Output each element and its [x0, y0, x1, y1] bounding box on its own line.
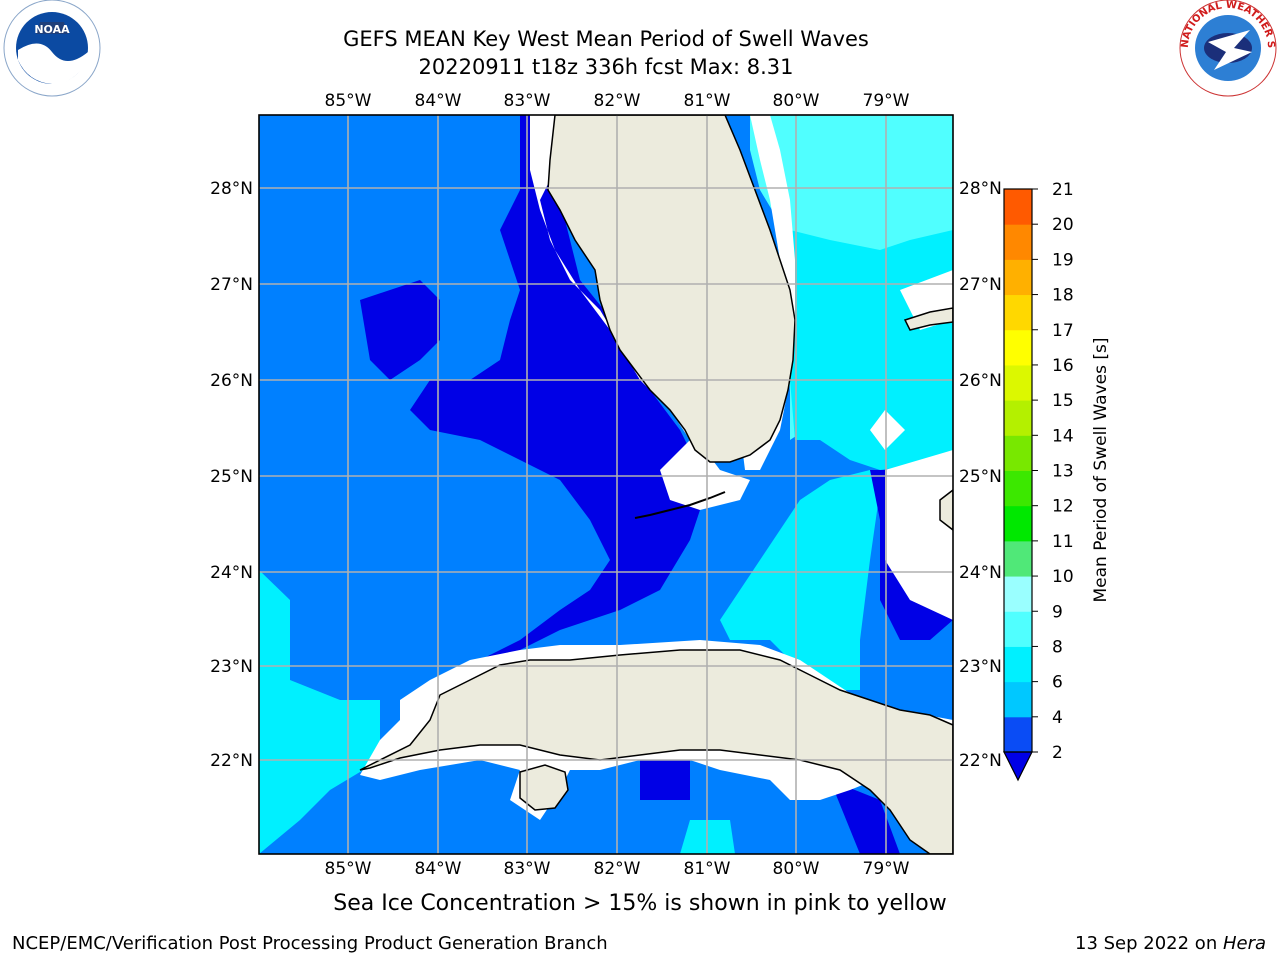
- land-andros: [939, 489, 953, 531]
- colorbar-bin: [1004, 329, 1032, 366]
- noaa-logo-text: NOAA: [34, 23, 70, 36]
- lat-label: 28°N: [959, 179, 1002, 199]
- map-gridlines: [259, 115, 953, 854]
- colorbar-bin: [1004, 540, 1032, 577]
- swell-period-field: [259, 115, 953, 854]
- colorbar-tick-label: 18: [1052, 286, 1074, 306]
- lat-label: 23°N: [959, 657, 1002, 677]
- colorbar-tick-label: 17: [1052, 321, 1074, 341]
- lon-label: 85°W: [325, 859, 372, 879]
- colorbar-tick-label: 2: [1052, 743, 1063, 763]
- field-region-2-4-dark-cuba-south: [640, 760, 690, 800]
- colorbar-bin: [1004, 400, 1032, 436]
- florida-keys: [634, 491, 726, 519]
- colorbar-bin: [1004, 646, 1032, 683]
- no-data-bahamas: [885, 450, 953, 620]
- colorbar-bin: [1004, 505, 1032, 542]
- lat-labels-right: 28°N 27°N 26°N 25°N 24°N 23°N 22°N: [959, 179, 1002, 771]
- land-cuba: [359, 649, 953, 854]
- noaa-logo: NOAA: [3, 0, 101, 97]
- sea-ice-note: Sea Ice Concentration > 15% is shown in …: [333, 891, 947, 916]
- colorbar-bin: [1004, 716, 1032, 753]
- colorbar-label: Mean Period of Swell Waves [s]: [1091, 338, 1111, 603]
- field-region-2-4-dark-gulf: [410, 115, 740, 660]
- chart-subtitle: 20220911 t18z 336h fcst Max: 8.31: [418, 55, 794, 79]
- colorbar-tick-label: 10: [1052, 567, 1074, 587]
- lon-label: 82°W: [594, 91, 641, 111]
- lat-label: 22°N: [210, 751, 253, 771]
- footer-producer: NCEP/EMC/Verification Post Processing Pr…: [12, 933, 608, 954]
- lon-label: 83°W: [504, 859, 551, 879]
- colorbar-bin: [1004, 576, 1032, 612]
- lon-label: 81°W: [684, 91, 731, 111]
- colorbar-tick-label: 14: [1052, 426, 1074, 446]
- colorbar-bin: [1004, 435, 1032, 471]
- field-region-4-6-straits: [720, 470, 880, 690]
- colorbar-tick-label: 19: [1052, 250, 1074, 270]
- lat-label: 22°N: [959, 751, 1002, 771]
- lon-label: 83°W: [504, 91, 551, 111]
- lat-label: 24°N: [210, 563, 253, 583]
- lat-label: 25°N: [959, 467, 1002, 487]
- land-florida: [547, 115, 796, 463]
- footer-host: Hera: [1222, 933, 1266, 954]
- lat-label: 26°N: [210, 371, 253, 391]
- colorbar-tick-label: 16: [1052, 356, 1074, 376]
- lat-label: 28°N: [210, 179, 253, 199]
- footer-date-text: 13 Sep 2022 on: [1075, 933, 1223, 954]
- lon-label: 79°W: [863, 91, 910, 111]
- lon-label: 81°W: [684, 859, 731, 879]
- colorbar-tick-label: 11: [1052, 532, 1074, 552]
- colorbar-bin: [1004, 470, 1032, 507]
- colorbar-bin: [1004, 259, 1032, 296]
- field-region-4-6-southwest: [259, 570, 380, 854]
- lon-label: 82°W: [594, 859, 641, 879]
- lon-label: 80°W: [773, 91, 820, 111]
- colorbar-tick-label: 6: [1052, 673, 1063, 693]
- colorbar-bin: [1004, 611, 1032, 647]
- lon-label: 84°W: [415, 91, 462, 111]
- footer-date: 13 Sep 2022 on Hera: [1075, 933, 1266, 954]
- lat-label: 27°N: [210, 275, 253, 295]
- colorbar-bin: [1004, 224, 1032, 260]
- land-isla-juventud: [519, 764, 569, 811]
- lat-label: 24°N: [959, 563, 1002, 583]
- lon-labels-bottom: 85°W 84°W 83°W 82°W 81°W 80°W 79°W: [325, 859, 910, 879]
- lon-label: 84°W: [415, 859, 462, 879]
- field-region-2-4-dark-west: [360, 280, 440, 380]
- land-bahamas-north: [903, 307, 953, 331]
- lon-labels-top: 85°W 84°W 83°W 82°W 81°W 80°W 79°W: [325, 91, 910, 111]
- colorbar-tick-label: 9: [1052, 602, 1063, 622]
- colorbar-tick-label: 15: [1052, 391, 1074, 411]
- lon-label: 80°W: [773, 859, 820, 879]
- colorbar-tick-label: 13: [1052, 462, 1074, 482]
- lon-label: 79°W: [863, 859, 910, 879]
- colorbar-tick-label: 21: [1052, 180, 1074, 200]
- colorbar: 2 4 6 8 9 10 11 12 13 14 15 16 17 18 19 20 21: [1003, 180, 1074, 782]
- colorbar-tick-label: 4: [1052, 708, 1063, 728]
- lat-label: 27°N: [959, 275, 1002, 295]
- nws-logo: NATIONAL WEATHER SERVICE: [0, 0, 1277, 97]
- lat-label: 25°N: [210, 467, 253, 487]
- colorbar-tick-label: 8: [1052, 637, 1063, 657]
- field-region-4-6-atlantic: [790, 230, 953, 470]
- colorbar-tick-label: 12: [1052, 497, 1074, 517]
- no-data-bahamas-small: [870, 410, 905, 450]
- map-frame: [258, 114, 954, 855]
- nws-logo-text: NATIONAL WEATHER SERVICE: [0, 0, 1276, 49]
- colorbar-under-triangle: [1003, 751, 1033, 782]
- chart-title: GEFS MEAN Key West Mean Period of Swell …: [343, 27, 869, 51]
- colorbar-bin: [1004, 189, 1032, 225]
- lat-label: 26°N: [959, 371, 1002, 391]
- colorbar-bin: [1004, 294, 1032, 331]
- lon-label: 85°W: [325, 91, 372, 111]
- lat-labels-left: 28°N 27°N 26°N 25°N 24°N 23°N 22°N: [210, 179, 253, 771]
- colorbar-tick-label: 20: [1052, 215, 1074, 235]
- field-region-2-4-dark-cuba-east: [830, 780, 900, 854]
- svg-text:NATIONAL WEATHER SERVICE: NATIONAL WEATHER SERVICE: [0, 0, 1276, 49]
- lat-label: 23°N: [210, 657, 253, 677]
- colorbar-bin: [1004, 364, 1032, 401]
- colorbar-bin: [1004, 681, 1032, 718]
